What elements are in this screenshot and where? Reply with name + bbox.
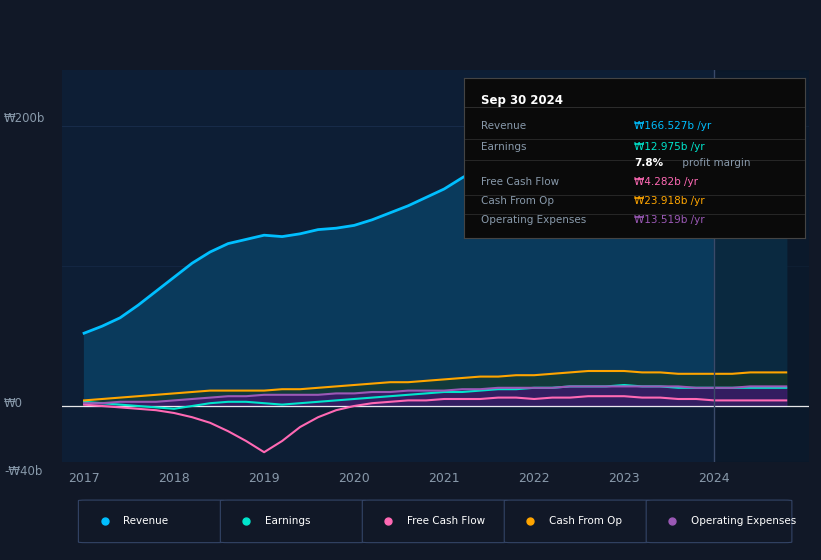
FancyBboxPatch shape	[646, 500, 792, 543]
Text: Sep 30 2024: Sep 30 2024	[481, 95, 563, 108]
Text: ₩12.975b /yr: ₩12.975b /yr	[635, 142, 705, 152]
Bar	[714, 70, 813, 462]
Text: ₩4.282b /yr: ₩4.282b /yr	[635, 177, 698, 187]
Text: ₩23.918b /yr: ₩23.918b /yr	[635, 197, 705, 206]
Text: Cash From Op: Cash From Op	[549, 516, 622, 526]
Text: profit margin: profit margin	[678, 158, 750, 168]
Text: Free Cash Flow: Free Cash Flow	[481, 177, 559, 187]
Text: ₩13.519b /yr: ₩13.519b /yr	[635, 216, 705, 226]
Text: Free Cash Flow: Free Cash Flow	[407, 516, 485, 526]
Text: Operating Expenses: Operating Expenses	[481, 216, 586, 226]
Text: Revenue: Revenue	[123, 516, 168, 526]
Text: Earnings: Earnings	[265, 516, 310, 526]
FancyBboxPatch shape	[78, 500, 224, 543]
FancyBboxPatch shape	[362, 500, 508, 543]
Text: -₩40b: -₩40b	[4, 465, 43, 478]
Text: Operating Expenses: Operating Expenses	[691, 516, 796, 526]
Text: ₩200b: ₩200b	[4, 112, 45, 125]
Text: 7.8%: 7.8%	[635, 158, 663, 168]
Text: Revenue: Revenue	[481, 122, 526, 131]
FancyBboxPatch shape	[504, 500, 650, 543]
Text: ₩166.527b /yr: ₩166.527b /yr	[635, 122, 712, 131]
FancyBboxPatch shape	[220, 500, 366, 543]
Text: ₩0: ₩0	[4, 396, 23, 410]
Text: Cash From Op: Cash From Op	[481, 197, 554, 206]
Text: Earnings: Earnings	[481, 142, 526, 152]
